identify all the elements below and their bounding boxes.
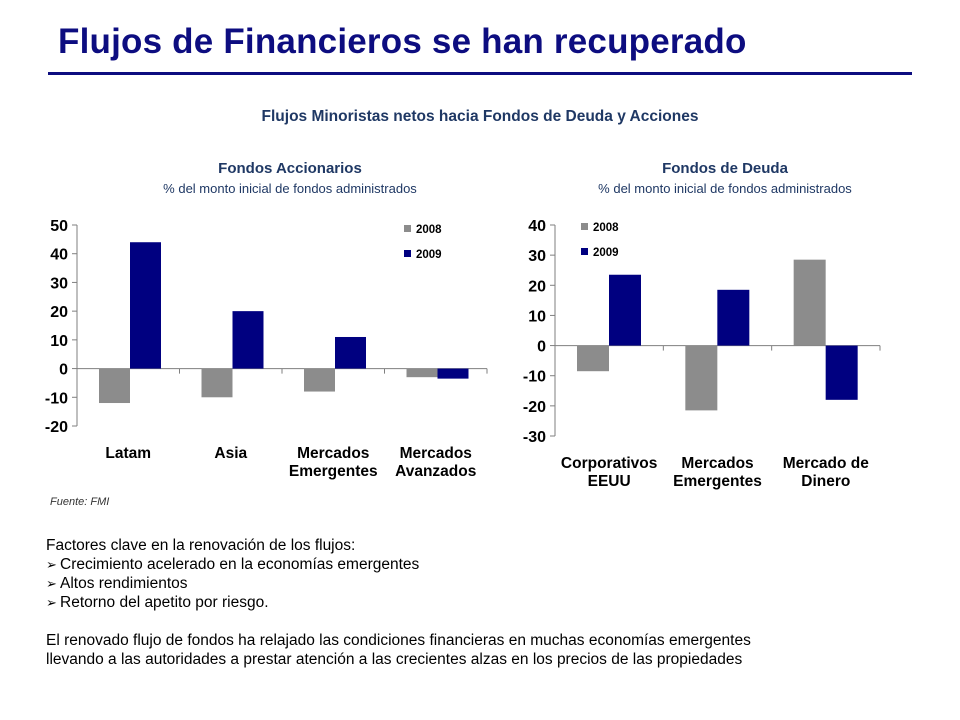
bullet-text: Altos rendimientos [60,575,188,592]
notes-block: Factores clave en la renovación de los f… [46,536,751,669]
legend-label: 2009 [593,247,619,259]
equity-chart-subtitle: % del monto inicial de fondos administra… [163,181,417,196]
bar-2008 [304,368,335,392]
bar-2008 [201,368,233,398]
bullet-text: Crecimiento acelerado en la economías em… [60,556,420,573]
debt-chart-subtitle: % del monto inicial de fondos administra… [598,181,852,196]
bar-2008 [685,345,718,411]
notes-intro: Factores clave en la renovación de los f… [46,537,356,554]
category-label: Mercado de [783,455,870,472]
bullet-item: Retorno del apetito por riesgo. [46,593,751,612]
bar-2008 [577,345,609,372]
bar-2009 [335,336,366,369]
category-label: Mercados [681,455,753,472]
category-label: Avanzados [395,463,476,480]
y-tick-label: 20 [50,304,68,321]
bar-2009 [437,368,469,379]
y-tick-label: 30 [50,275,68,292]
category-label: Latam [105,445,151,462]
legend-swatch [404,250,411,257]
y-tick-label: 10 [528,308,546,325]
legend-label: 2008 [416,224,442,236]
y-tick-label: -30 [523,429,546,446]
bullet-text: Retorno del apetito por riesgo. [60,594,269,611]
y-tick-label: 50 [50,218,68,235]
y-tick-label: 20 [528,278,546,295]
bullet-item: Crecimiento acelerado en la economías em… [46,555,751,574]
bar-2008 [406,368,438,378]
y-tick-label: 30 [528,248,546,265]
bar-2009 [609,274,641,346]
category-label: Emergentes [289,463,378,480]
title-underline [48,72,912,75]
bar-2008 [793,259,826,346]
y-tick-label: 40 [528,218,546,235]
y-tick-label: -20 [523,399,546,416]
y-tick-label: 40 [50,247,68,264]
category-label: Emergentes [673,473,762,490]
slide-title: Flujos de Financieros se han recuperado [58,22,747,61]
legend-swatch [404,225,411,232]
legend-label: 2008 [593,222,619,234]
y-tick-label: -20 [45,419,68,436]
category-label: Dinero [801,473,850,490]
bar-2009 [232,311,264,369]
charts-main-title: Flujos Minoristas netos hacia Fondos de … [261,108,699,125]
category-label: Asia [214,445,247,462]
category-label: Corporativos [561,455,657,472]
category-label: EEUU [588,473,631,490]
y-tick-label: -10 [523,369,546,386]
y-tick-label: 0 [537,339,546,356]
legend-swatch [581,223,588,230]
y-tick-label: 0 [59,362,68,379]
source-note: Fuente: FMI [50,496,110,508]
category-label: Mercados [297,445,369,462]
bar-2008 [99,368,130,404]
legend-label: 2009 [416,249,442,261]
category-label: Mercados [400,445,472,462]
equity-chart-title: Fondos Accionarios [218,160,362,177]
y-tick-label: 10 [50,333,68,350]
debt-chart-title: Fondos de Deuda [662,160,788,177]
conclusion-line: llevando a las autoridades a prestar ate… [46,651,743,668]
bar-2009 [130,242,161,369]
bar-2009 [825,345,858,400]
y-tick-label: -10 [45,390,68,407]
legend-swatch [581,248,588,255]
bar-2009 [717,289,750,346]
bullet-item: Altos rendimientos [46,574,751,593]
conclusion-line: El renovado flujo de fondos ha relajado … [46,632,751,649]
